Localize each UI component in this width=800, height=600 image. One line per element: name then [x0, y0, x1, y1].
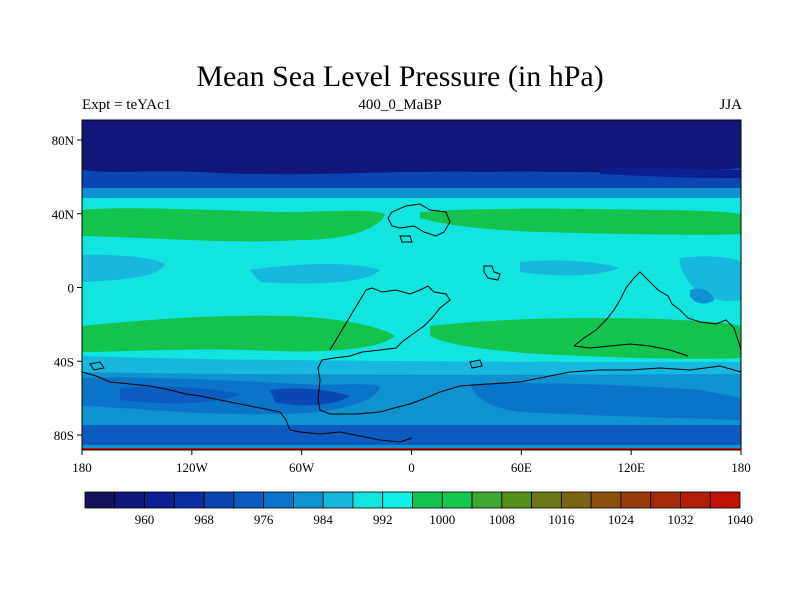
x-tick-label: 60W	[289, 460, 315, 475]
island-outline-1	[399, 235, 413, 243]
colorbar-swatch	[412, 491, 443, 509]
colorbar-label: 1040	[727, 512, 753, 527]
island-outline-2	[483, 265, 501, 281]
colorbar-swatch	[709, 491, 741, 509]
x-tick-label: 60E	[511, 460, 532, 475]
colorbar-swatch	[382, 491, 413, 509]
colorbar-swatch	[84, 491, 116, 509]
island-outline-4	[469, 359, 483, 369]
south-trough-east	[470, 383, 741, 420]
colorbar-swatch	[263, 491, 294, 509]
colorbar-swatch	[293, 491, 324, 509]
colorbar-swatch	[114, 491, 145, 509]
season-label: JJA	[719, 97, 742, 113]
south-ridge-west	[82, 315, 395, 352]
y-tick-label: 40N	[52, 207, 75, 222]
colorbar-label: 1008	[489, 512, 515, 527]
southern-continent-outline	[82, 371, 413, 443]
y-tick-label: 80S	[54, 428, 74, 443]
south-trough-core	[270, 388, 350, 406]
colorbar-swatch	[233, 491, 265, 509]
gondwana-outline-west	[329, 289, 367, 351]
colorbar-swatch	[501, 491, 532, 509]
tropical-low-west	[82, 254, 165, 282]
x-tick-label: 180	[731, 460, 751, 475]
tropical-low-africa	[520, 260, 620, 276]
colorbar-swatch	[471, 491, 503, 509]
north-low-core	[82, 120, 741, 175]
south-trough-west-core	[120, 386, 240, 404]
north-low-edge	[600, 167, 741, 178]
colorbar-label: 1016	[548, 512, 575, 527]
tropical-low-pacific-core	[690, 288, 714, 304]
eastern-landmass-outline	[573, 271, 741, 351]
x-tick-label: 180	[72, 460, 92, 475]
colorbar-swatch	[441, 491, 473, 509]
colorbar-swatch	[352, 491, 384, 509]
colorbar-label: 1000	[429, 512, 455, 527]
colorbar-label: 960	[135, 512, 155, 527]
north-continent-outline	[387, 203, 451, 237]
y-tick-label: 40S	[54, 354, 74, 369]
colorbar-label: 992	[373, 512, 393, 527]
colorbar-swatch	[620, 491, 652, 509]
colorbar-swatch	[560, 491, 592, 509]
colorbar-label: 968	[194, 512, 214, 527]
colorbar	[84, 491, 741, 509]
colorbar-swatch	[590, 491, 622, 509]
colorbar-swatch	[650, 491, 681, 509]
colorbar-swatch	[322, 491, 354, 509]
island-outline-3	[89, 361, 105, 371]
x-tick-label: 120E	[617, 460, 645, 475]
colorbar-label: 1032	[667, 512, 693, 527]
antarctic-margin	[82, 445, 741, 449]
colorbar-swatch	[203, 491, 235, 509]
tick-labels: 180 120W 60W 0 60E 120E 180 80N 40N 0 40S 80S	[52, 133, 751, 475]
colorbar-labels: 960 968 976 984 992 1000 1008 1016 1024 1032 1040	[135, 512, 753, 527]
y-tick-label: 0	[68, 281, 75, 296]
pressure-field	[82, 120, 741, 450]
colorbar-label: 984	[313, 512, 333, 527]
x-tick-label: 120W	[176, 460, 209, 475]
antarctic-high	[82, 448, 741, 450]
page-title: Mean Sea Level Pressure (in hPa)	[196, 60, 604, 93]
y-tick-label: 80N	[52, 133, 75, 148]
colorbar-label: 1024	[608, 512, 635, 527]
period-label: 400_0_MaBP	[358, 97, 442, 113]
continent-outlines	[82, 203, 741, 443]
tropical-low-atlantic	[250, 264, 380, 284]
x-tick-label: 0	[408, 460, 415, 475]
colorbar-swatch	[144, 491, 175, 509]
tropical-low-pacific	[679, 256, 741, 302]
colorbar-swatch	[531, 491, 562, 509]
experiment-label: Expt = teYAc1	[82, 97, 172, 113]
north-ridge-east	[420, 208, 741, 235]
colorbar-swatch	[680, 491, 711, 509]
eastern-landmass-south	[573, 343, 689, 357]
colorbar-label: 976	[254, 512, 274, 527]
gondwana-outline-north	[317, 285, 741, 415]
north-ridge-west	[82, 208, 385, 242]
colorbar-swatch	[173, 491, 205, 509]
tick-marks	[77, 139, 742, 455]
